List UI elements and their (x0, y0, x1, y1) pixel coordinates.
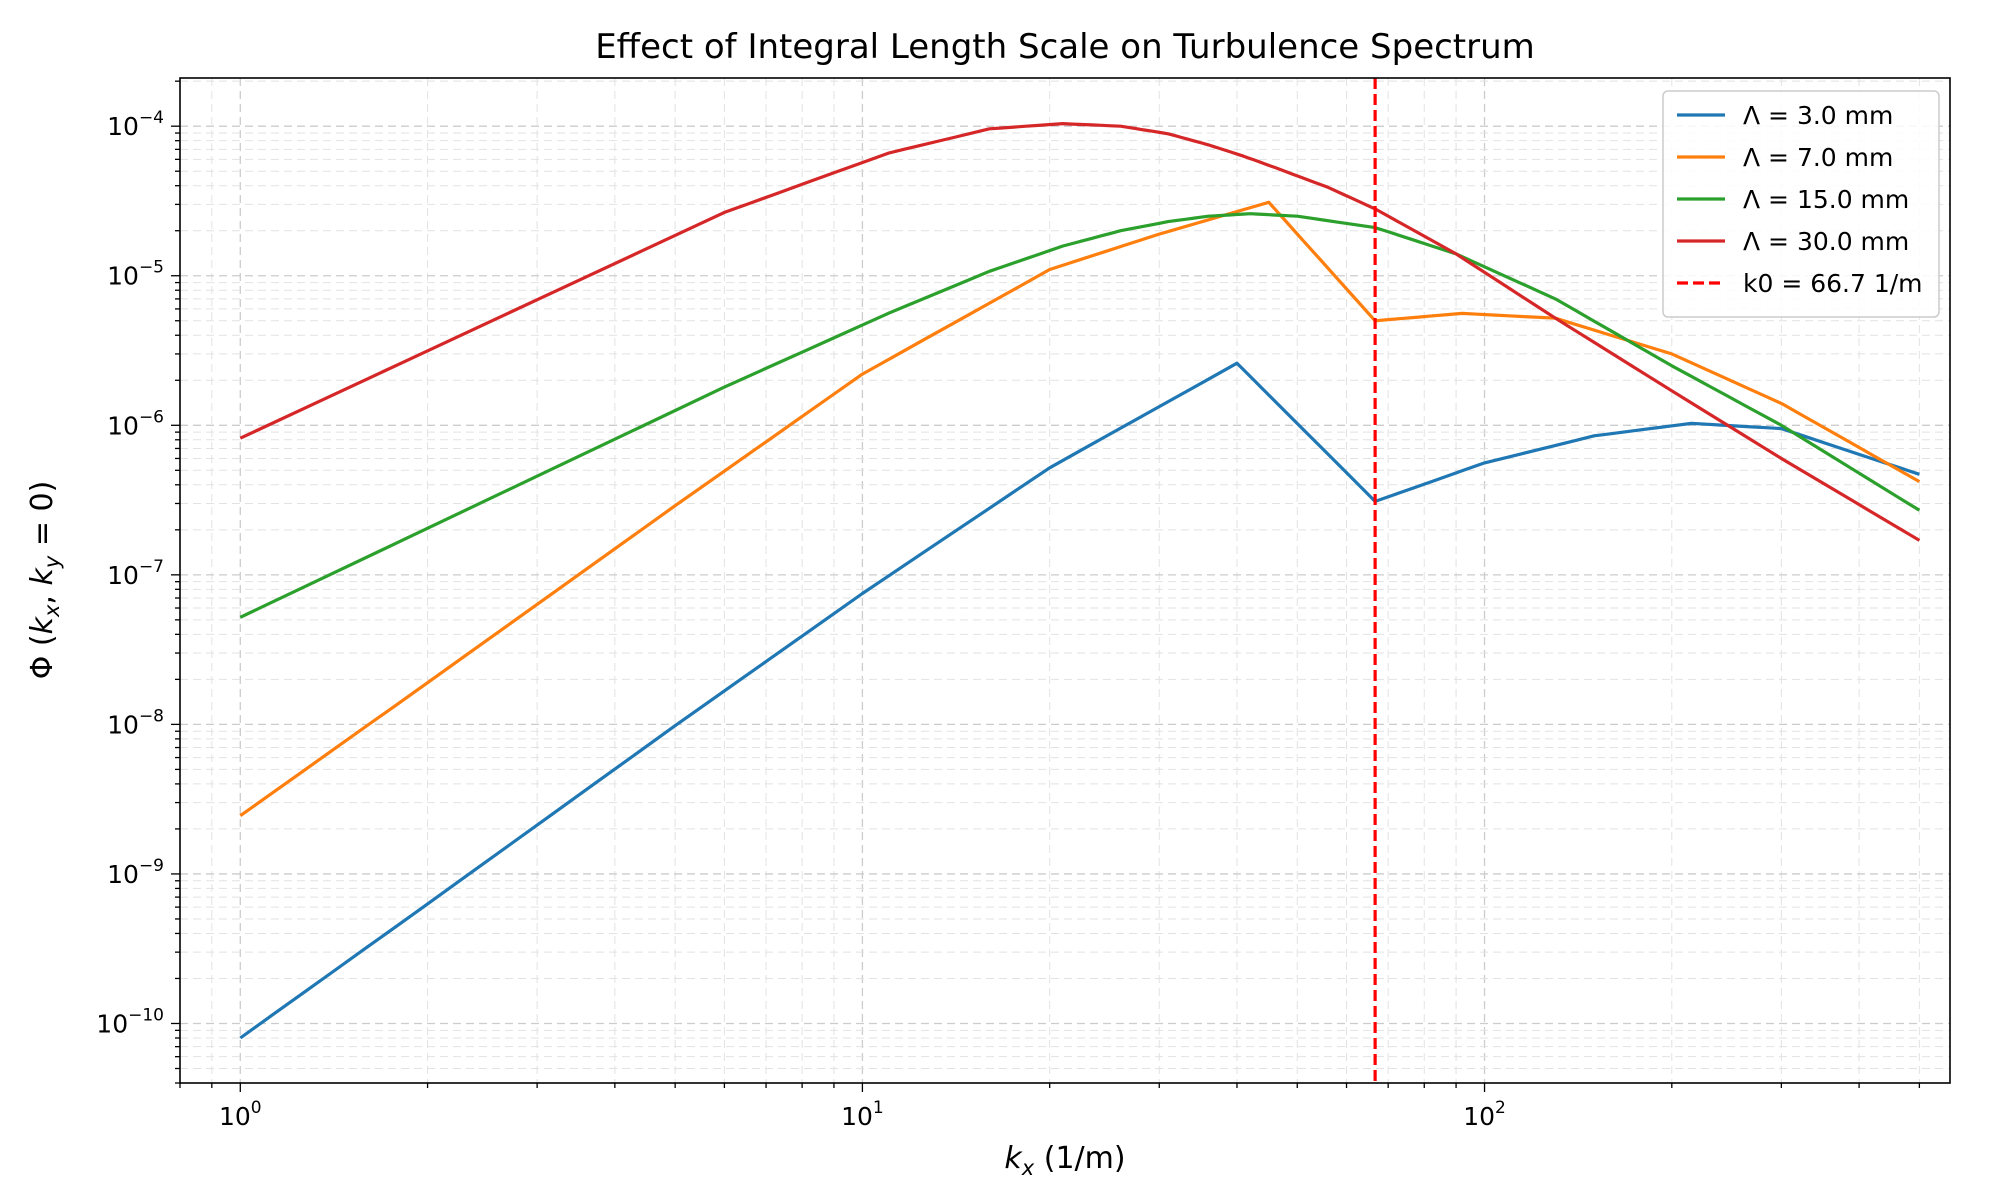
x-tick-label: 100 (219, 1098, 262, 1131)
axis-ticks: 100 101 102 10−10 10−9 10−8 10−7 10−6 10−5 10−4 (96, 80, 1921, 1131)
y-tick-label: 10−7 (107, 557, 164, 590)
y-tick-label: 10−10 (96, 1005, 164, 1038)
y-tick-label: 10−6 (107, 407, 164, 440)
y-axis-label: Φ (kx, ky = 0) (25, 481, 64, 680)
x-tick-label: 101 (841, 1098, 884, 1131)
legend-label: Λ = 3.0 mm (1743, 101, 1893, 130)
x-axis-label: kx (1/m) (1004, 1141, 1125, 1180)
series-line (239, 361, 1920, 1040)
legend-label: k0 = 66.7 1/m (1743, 269, 1923, 298)
legend-label: Λ = 30.0 mm (1743, 227, 1909, 256)
legend-box (1662, 90, 1940, 318)
legend: Λ = 3.0 mm Λ = 7.0 mm Λ = 15.0 mm Λ = 30.0 … (1662, 90, 1940, 318)
y-tick-label: 10−4 (107, 108, 164, 141)
y-tick-label: 10−9 (107, 856, 164, 889)
grid (179, 78, 1950, 1084)
plot-area-frame (179, 77, 1951, 1084)
series-line (239, 212, 1921, 619)
x-tick-label: 102 (1463, 1098, 1506, 1131)
y-tick-label: 10−5 (107, 258, 164, 291)
y-tick-label: 10−8 (107, 706, 164, 739)
series-line (239, 121, 1921, 542)
chart-title: Effect of Integral Length Scale on Turbu… (595, 27, 1535, 67)
plot-series (239, 121, 1921, 1040)
series-line (239, 200, 1921, 818)
legend-label: Λ = 15.0 mm (1743, 185, 1909, 214)
legend-label: Λ = 7.0 mm (1743, 143, 1893, 172)
